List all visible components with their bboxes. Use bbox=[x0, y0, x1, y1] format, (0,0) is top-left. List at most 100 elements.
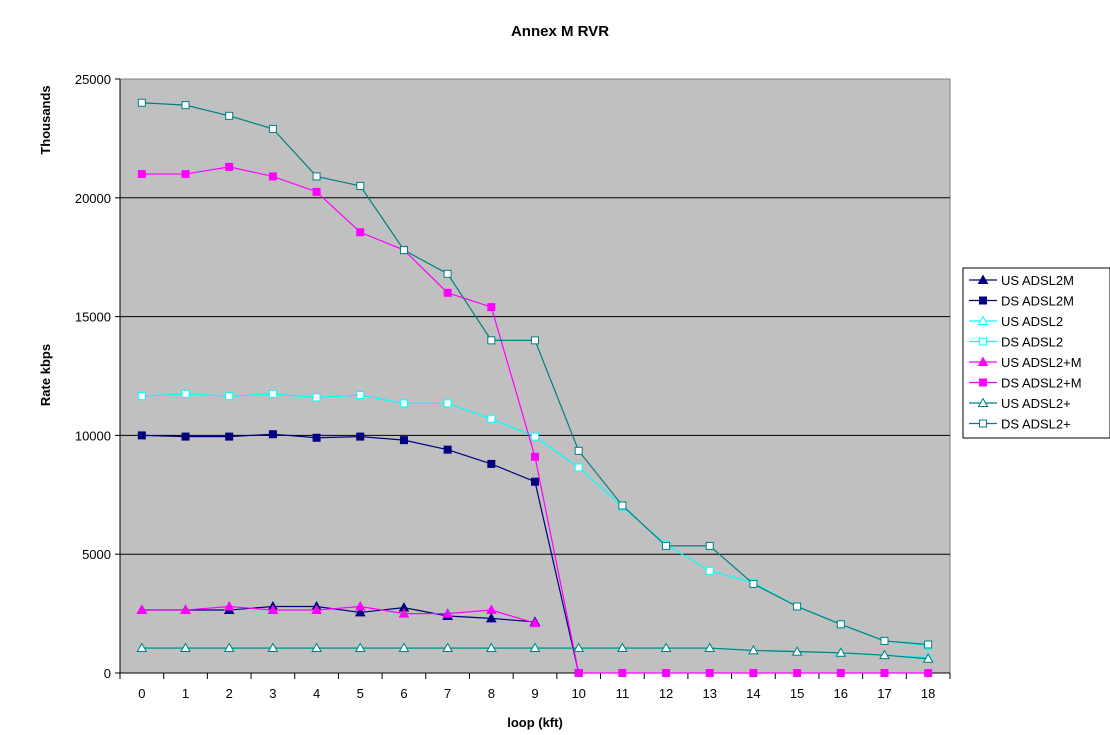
y-tick-label: 15000 bbox=[75, 310, 111, 325]
y-tick-label: 0 bbox=[104, 666, 111, 681]
x-tick-label: 11 bbox=[616, 686, 630, 701]
data-point bbox=[137, 170, 146, 179]
legend-item: DS ADSL2+ bbox=[969, 417, 1071, 432]
data-point bbox=[487, 303, 496, 312]
legend-item: DS ADSL2 bbox=[969, 335, 1063, 350]
data-point bbox=[443, 399, 452, 408]
data-point bbox=[618, 501, 627, 510]
x-tick-label: 4 bbox=[313, 686, 320, 701]
legend-label: US ADSL2+ bbox=[1001, 396, 1071, 411]
data-point bbox=[137, 98, 146, 107]
y-tick-label: 5000 bbox=[82, 547, 111, 562]
legend-item: US ADSL2+ bbox=[969, 396, 1071, 411]
legend: US ADSL2M DS ADSL2M US ADSL2 DS ADSL2 US ADS… bbox=[962, 267, 1110, 439]
y-axis-title: Rate kbps bbox=[38, 344, 53, 406]
series-ds-adsl2plus bbox=[137, 98, 933, 649]
data-point bbox=[312, 433, 321, 442]
data-point bbox=[487, 336, 496, 345]
series-layer bbox=[136, 98, 934, 677]
legend-marker bbox=[977, 397, 989, 407]
y-tick-label: 10000 bbox=[75, 428, 111, 443]
data-point bbox=[268, 430, 277, 439]
data-point bbox=[880, 636, 889, 645]
legend-label: US ADSL2+M bbox=[1001, 355, 1082, 370]
data-point bbox=[443, 445, 452, 454]
legend-marker bbox=[979, 378, 987, 387]
x-tick-label: 5 bbox=[357, 686, 364, 701]
data-point bbox=[267, 642, 279, 653]
data-point bbox=[618, 669, 627, 677]
data-point bbox=[617, 642, 628, 653]
data-point bbox=[356, 181, 365, 190]
series-line-us-adsl2plusm bbox=[141, 605, 536, 624]
data-point bbox=[791, 646, 803, 656]
x-tick-label: 10 bbox=[571, 686, 585, 701]
x-tick-label: 6 bbox=[400, 686, 407, 701]
data-point bbox=[312, 187, 321, 196]
x-axis-title: loop (kft) bbox=[507, 715, 563, 730]
chart-title: Annex M RVR bbox=[511, 23, 609, 40]
x-tick-label: 7 bbox=[444, 686, 451, 701]
legend-item: DS ADSL2+M bbox=[969, 376, 1082, 391]
legend-label: US ADSL2M bbox=[1001, 273, 1074, 288]
series-us-adsl2plus bbox=[136, 642, 934, 663]
x-ticks: 0 1 2 3 4 5 6 7 8 9 10 11 12 13 14 15 16 17 18 bbox=[119, 673, 951, 701]
data-point bbox=[487, 459, 496, 468]
data-point bbox=[749, 579, 758, 588]
data-point bbox=[705, 566, 714, 575]
data-point bbox=[529, 617, 541, 628]
data-point bbox=[487, 414, 496, 423]
data-point bbox=[485, 604, 497, 615]
data-point bbox=[181, 170, 190, 179]
data-point bbox=[181, 389, 190, 398]
data-point bbox=[922, 653, 934, 663]
data-point bbox=[529, 642, 541, 653]
legend-label: DS ADSL2+ bbox=[1001, 417, 1071, 432]
data-point bbox=[485, 612, 497, 623]
x-tick-label: 1 bbox=[182, 686, 189, 701]
data-point bbox=[225, 392, 234, 401]
data-point bbox=[531, 452, 539, 461]
data-point bbox=[137, 431, 146, 440]
data-point bbox=[924, 669, 933, 677]
data-point bbox=[748, 644, 759, 655]
data-point bbox=[531, 336, 539, 345]
data-point bbox=[574, 446, 583, 455]
data-point bbox=[136, 642, 148, 653]
legend-label: US ADSL2 bbox=[1001, 314, 1063, 329]
data-point bbox=[223, 600, 235, 611]
data-point bbox=[705, 541, 714, 550]
series-ds-adsl2m bbox=[137, 430, 583, 677]
series-us-adsl2plusm bbox=[136, 600, 541, 628]
data-point bbox=[311, 604, 322, 615]
data-point bbox=[749, 669, 758, 677]
data-point bbox=[442, 642, 453, 653]
data-point bbox=[354, 642, 366, 653]
legend-marker bbox=[979, 296, 987, 305]
data-point bbox=[662, 669, 671, 677]
y-tick-label: 20000 bbox=[75, 191, 111, 206]
x-tick-label: 3 bbox=[269, 686, 276, 701]
y-ticks: 0 5000 10000 15000 20000 25000 bbox=[75, 72, 120, 681]
data-point bbox=[880, 669, 889, 677]
data-point bbox=[574, 463, 583, 472]
data-point bbox=[225, 111, 234, 120]
data-point bbox=[312, 393, 321, 402]
x-tick-label: 2 bbox=[226, 686, 233, 701]
data-point bbox=[835, 647, 847, 657]
legend-marker bbox=[977, 315, 989, 325]
data-point bbox=[442, 608, 453, 618]
data-point bbox=[181, 101, 190, 110]
legend-box bbox=[962, 267, 1110, 439]
data-point bbox=[181, 432, 190, 441]
data-point bbox=[267, 604, 279, 615]
data-point bbox=[531, 477, 539, 486]
series-line-us-adsl2m bbox=[141, 605, 536, 623]
data-point bbox=[704, 642, 716, 653]
data-point bbox=[312, 172, 321, 181]
legend-item: DS ADSL2M bbox=[969, 294, 1074, 309]
x-tick-label: 9 bbox=[531, 686, 538, 701]
data-point bbox=[924, 640, 933, 649]
data-point bbox=[399, 399, 408, 408]
